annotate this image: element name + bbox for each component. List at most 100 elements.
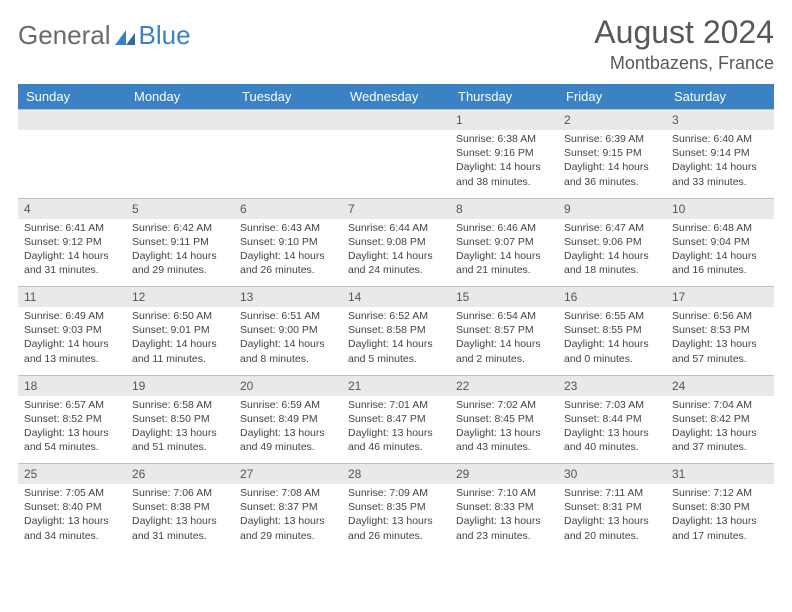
day-header: Sunday — [18, 84, 126, 110]
day-number: 7 — [342, 198, 450, 219]
sunrise-text: Sunrise: 6:49 AM — [24, 309, 120, 323]
sunrise-text: Sunrise: 6:39 AM — [564, 132, 660, 146]
title-block: August 2024 Montbazens, France — [594, 14, 774, 74]
daylight-text: Daylight: 14 hours and 26 minutes. — [240, 249, 336, 277]
daylight-text: Daylight: 13 hours and 26 minutes. — [348, 514, 444, 542]
day-header: Monday — [126, 84, 234, 110]
day-number: 2 — [558, 110, 666, 131]
sunset-text: Sunset: 9:03 PM — [24, 323, 120, 337]
day-number: 21 — [342, 375, 450, 396]
day-body: Sunrise: 7:12 AMSunset: 8:30 PMDaylight:… — [666, 484, 774, 552]
day-body: Sunrise: 6:52 AMSunset: 8:58 PMDaylight:… — [342, 307, 450, 375]
sunset-text: Sunset: 8:37 PM — [240, 500, 336, 514]
daylight-text: Daylight: 13 hours and 29 minutes. — [240, 514, 336, 542]
sunrise-text: Sunrise: 7:06 AM — [132, 486, 228, 500]
day-number — [18, 110, 126, 131]
daylight-text: Daylight: 14 hours and 0 minutes. — [564, 337, 660, 365]
day-number: 5 — [126, 198, 234, 219]
sunset-text: Sunset: 8:42 PM — [672, 412, 768, 426]
sunset-text: Sunset: 9:08 PM — [348, 235, 444, 249]
sunset-text: Sunset: 8:45 PM — [456, 412, 552, 426]
day-header: Thursday — [450, 84, 558, 110]
day-body: Sunrise: 6:58 AMSunset: 8:50 PMDaylight:… — [126, 396, 234, 464]
daylight-text: Daylight: 13 hours and 31 minutes. — [132, 514, 228, 542]
calendar-table: Sunday Monday Tuesday Wednesday Thursday… — [18, 84, 774, 552]
day-number: 15 — [450, 287, 558, 308]
day-body — [342, 130, 450, 198]
sunset-text: Sunset: 9:07 PM — [456, 235, 552, 249]
day-number: 16 — [558, 287, 666, 308]
day-header: Tuesday — [234, 84, 342, 110]
sunrise-text: Sunrise: 7:01 AM — [348, 398, 444, 412]
logo-mark-icon — [115, 27, 137, 45]
sunrise-text: Sunrise: 7:02 AM — [456, 398, 552, 412]
daylight-text: Daylight: 14 hours and 16 minutes. — [672, 249, 768, 277]
sunrise-text: Sunrise: 6:47 AM — [564, 221, 660, 235]
day-number: 14 — [342, 287, 450, 308]
daylight-text: Daylight: 13 hours and 40 minutes. — [564, 426, 660, 454]
day-body: Sunrise: 6:43 AMSunset: 9:10 PMDaylight:… — [234, 219, 342, 287]
sunset-text: Sunset: 8:58 PM — [348, 323, 444, 337]
daylight-text: Daylight: 14 hours and 11 minutes. — [132, 337, 228, 365]
day-number: 1 — [450, 110, 558, 131]
daylight-text: Daylight: 13 hours and 43 minutes. — [456, 426, 552, 454]
logo: General Blue — [18, 20, 191, 51]
daybody-row: Sunrise: 6:49 AMSunset: 9:03 PM Daylight:… — [18, 307, 774, 375]
day-header: Wednesday — [342, 84, 450, 110]
sunrise-text: Sunrise: 6:57 AM — [24, 398, 120, 412]
day-body: Sunrise: 6:39 AMSunset: 9:15 PMDaylight:… — [558, 130, 666, 198]
sunset-text: Sunset: 9:14 PM — [672, 146, 768, 160]
month-title: August 2024 — [594, 14, 774, 51]
day-number: 12 — [126, 287, 234, 308]
day-number: 24 — [666, 375, 774, 396]
daylight-text: Daylight: 13 hours and 17 minutes. — [672, 514, 768, 542]
daylight-text: Daylight: 14 hours and 5 minutes. — [348, 337, 444, 365]
sunset-text: Sunset: 8:35 PM — [348, 500, 444, 514]
day-number: 30 — [558, 464, 666, 485]
sunrise-text: Sunrise: 6:44 AM — [348, 221, 444, 235]
sunset-text: Sunset: 8:30 PM — [672, 500, 768, 514]
day-number: 18 — [18, 375, 126, 396]
daylight-text: Daylight: 14 hours and 38 minutes. — [456, 160, 552, 188]
day-header: Friday — [558, 84, 666, 110]
day-header-row: Sunday Monday Tuesday Wednesday Thursday… — [18, 84, 774, 110]
day-number: 10 — [666, 198, 774, 219]
daylight-text: Daylight: 13 hours and 34 minutes. — [24, 514, 120, 542]
day-body: Sunrise: 7:01 AMSunset: 8:47 PMDaylight:… — [342, 396, 450, 464]
day-body: Sunrise: 7:04 AMSunset: 8:42 PMDaylight:… — [666, 396, 774, 464]
day-number: 28 — [342, 464, 450, 485]
day-number: 6 — [234, 198, 342, 219]
day-number: 29 — [450, 464, 558, 485]
day-number: 26 — [126, 464, 234, 485]
sunrise-text: Sunrise: 7:04 AM — [672, 398, 768, 412]
sunrise-text: Sunrise: 7:09 AM — [348, 486, 444, 500]
day-number — [234, 110, 342, 131]
daybody-row: Sunrise: 7:05 AMSunset: 8:40 PMDaylight:… — [18, 484, 774, 552]
day-body: Sunrise: 6:59 AMSunset: 8:49 PMDaylight:… — [234, 396, 342, 464]
sunrise-text: Sunrise: 6:54 AM — [456, 309, 552, 323]
sunset-text: Sunset: 8:31 PM — [564, 500, 660, 514]
daynum-row: 25262728293031 — [18, 464, 774, 485]
day-body — [234, 130, 342, 198]
sunset-text: Sunset: 9:15 PM — [564, 146, 660, 160]
header: General Blue August 2024 Montbazens, Fra… — [18, 14, 774, 74]
day-body: Sunrise: 7:05 AMSunset: 8:40 PMDaylight:… — [18, 484, 126, 552]
daybody-row: Sunrise: 6:41 AMSunset: 9:12 PMDaylight:… — [18, 219, 774, 287]
day-number: 9 — [558, 198, 666, 219]
day-body: Sunrise: 6:55 AMSunset: 8:55 PMDaylight:… — [558, 307, 666, 375]
sunset-text: Sunset: 8:49 PM — [240, 412, 336, 426]
sunrise-text: Sunrise: 7:08 AM — [240, 486, 336, 500]
day-body: Sunrise: 7:06 AMSunset: 8:38 PMDaylight:… — [126, 484, 234, 552]
sunrise-text: Sunrise: 6:38 AM — [456, 132, 552, 146]
day-number: 19 — [126, 375, 234, 396]
daylight-text: Daylight: 14 hours and 33 minutes. — [672, 160, 768, 188]
day-number: 31 — [666, 464, 774, 485]
sunset-text: Sunset: 8:47 PM — [348, 412, 444, 426]
daynum-row: 123 — [18, 110, 774, 131]
sunset-text: Sunset: 9:16 PM — [456, 146, 552, 160]
day-body: Sunrise: 6:42 AMSunset: 9:11 PMDaylight:… — [126, 219, 234, 287]
day-body — [18, 130, 126, 198]
sunrise-text: Sunrise: 7:12 AM — [672, 486, 768, 500]
daybody-row: Sunrise: 6:38 AMSunset: 9:16 PMDaylight:… — [18, 130, 774, 198]
daylight-text: Daylight: 13 hours and 46 minutes. — [348, 426, 444, 454]
